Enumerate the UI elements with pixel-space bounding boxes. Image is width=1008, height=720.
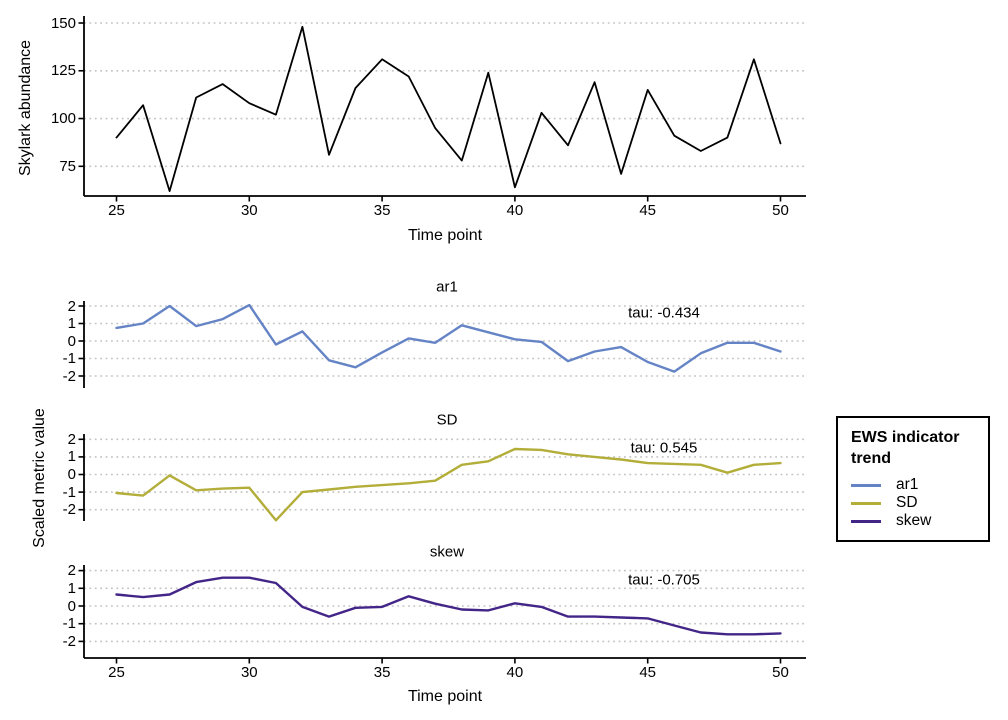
x-tick-label: 45 [639,202,657,219]
y-tick-label: -2 [62,632,76,650]
tau-annotation-skew: tau: -0.705 [628,571,700,589]
y-tick-label: 2 [67,430,76,448]
y-tick-label: -2 [62,501,76,519]
y-tick-label: -2 [62,367,76,385]
facet-label-ar1: ar1 [436,278,458,296]
y-tick-label: -1 [62,350,76,367]
y-tick-label: 100 [50,110,76,128]
legend-item-ar1: ar1 [851,476,988,494]
y-tick-label: -1 [62,615,76,633]
legend-label-ar1: ar1 [896,476,919,493]
legend-title: EWS indicator trend [851,429,960,467]
x-tick-label: 50 [772,202,789,219]
x-tick-label: 40 [506,664,524,681]
legend-swatch-sd [851,501,881,505]
y-tick-label: 0 [67,466,76,483]
x-tick-label: 25 [108,202,125,219]
x-tick-label: 25 [108,664,125,681]
y-tick-label: 150 [50,14,76,32]
tau-annotation-sd: tau: 0.545 [630,439,698,457]
x-tick-label: 45 [639,664,657,681]
x-tick-label: 50 [772,664,789,681]
legend-swatch-ar1 [851,483,881,487]
x-tick-label: 35 [373,664,391,681]
tau-annotation-ar1: tau: -0.434 [628,304,700,322]
facet-label-skew: skew [429,543,465,561]
y-tick-label: 2 [67,562,76,580]
y-tick-label: 125 [50,62,76,80]
facet-label-sd: SD [436,411,458,429]
y-tick-label: 1 [67,579,76,597]
x-tick-label: 40 [506,202,524,219]
legend-box: EWS indicator trend ar1 SD skew [836,416,990,542]
x-tick-label: 30 [240,664,258,681]
ar1-line [115,303,782,373]
legend-items: ar1 SD skew [851,476,988,530]
legend-swatch-skew [851,519,881,523]
skew-line [115,576,782,636]
y-tick-label: 0 [67,332,76,350]
y-axis-title-abundance: Skylark abundance [17,39,34,177]
legend-item-skew: skew [851,512,988,530]
x-tick-label: 35 [373,202,391,219]
y-tick-label: 75 [59,157,76,175]
x-axis-title-top: Time point [407,227,483,244]
x-tick-label: 30 [240,202,258,219]
SD-line [115,447,782,522]
legend-item-sd: SD [851,494,988,512]
legend-label-sd: SD [896,494,918,511]
y-tick-label: 1 [67,448,76,466]
x-axis-title-bottom: Time point [407,688,483,705]
y-tick-label: 0 [67,597,76,615]
y-tick-label: -1 [62,483,76,501]
legend-label-skew: skew [896,512,932,529]
y-tick-label: 2 [67,297,76,315]
y-tick-label: 1 [67,315,76,332]
abundance-line [115,25,782,193]
